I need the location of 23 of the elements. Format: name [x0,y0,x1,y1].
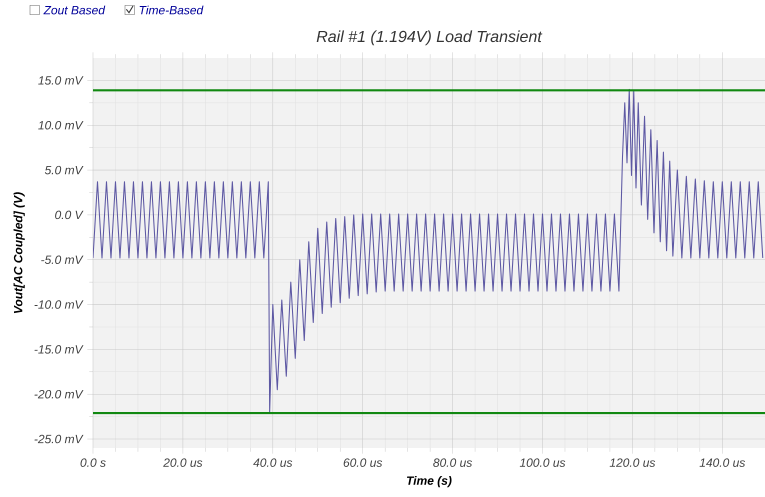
x-tick-label: 40.0 us [253,458,292,467]
y-tick-label: -10.0 mV [34,300,84,309]
y-tick-label: 5.0 mV [44,166,84,174]
x-axis-title: Time (s) [406,476,452,488]
y-tick-label: -20.0 mV [34,390,84,398]
chart-title: Rail #1 (1.194V) Load Transient [316,30,542,46]
text: Time-Based [140,6,204,14]
y-tick-label: 15.0 mV [38,76,84,85]
y-tick-label: -5.0 mV [41,255,84,264]
y-tick-label: -15.0 mV [34,345,84,354]
x-tick-label: 60.0 us [344,458,382,467]
y-tick-label: 10.0 mV [38,120,84,130]
y-axis-title: Vout[AC Coupled] (V) [14,192,25,314]
x-tick-label: 120.0 us [610,458,656,467]
x-tick-label: 80.0 us [433,458,472,467]
x-tick-label: 100.0 us [520,458,566,467]
x-tick-label: 0.0 s [80,458,106,467]
text: Zout Based [43,6,106,14]
x-tick-label: 140.0 us [700,458,746,467]
y-tick-label: 0.0 V [55,210,84,220]
x-tick-label: 20.0 us [163,458,202,467]
line-series [93,88,764,413]
y-tick-label: -25.0 mV [34,434,84,444]
